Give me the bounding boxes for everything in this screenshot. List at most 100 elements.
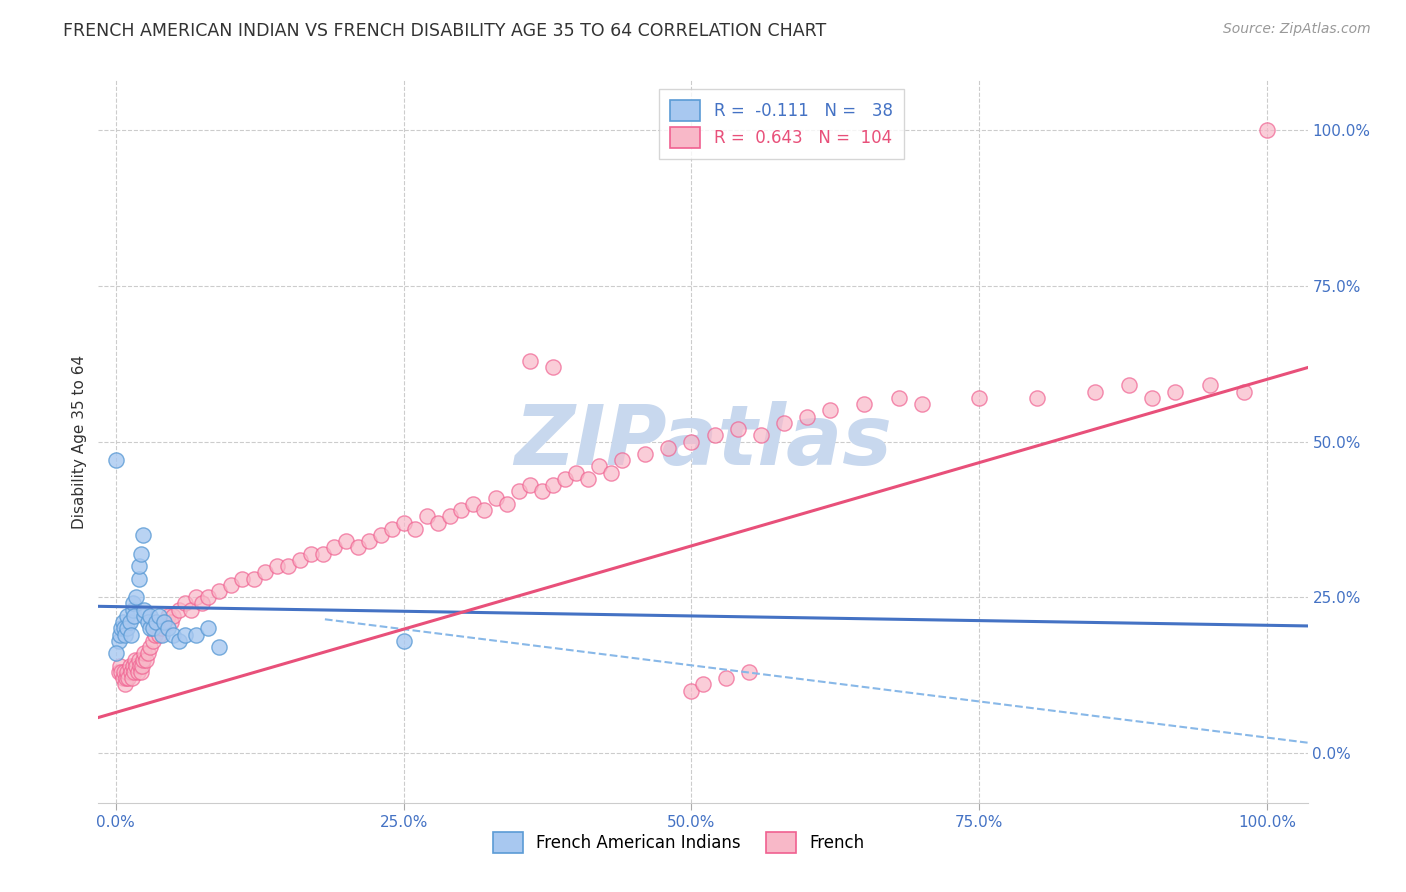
Point [1140,391,1163,405]
Point [110,621,132,635]
Point [162,627,184,641]
Point [219,578,242,592]
Point [197,621,219,635]
Point [122,658,145,673]
Point [818,403,841,417]
Point [450,503,472,517]
Point [125,591,148,605]
Point [1118,378,1140,392]
Point [148,627,170,641]
Point [1164,384,1187,399]
Point [122,597,145,611]
Point [496,497,519,511]
Point [323,541,346,555]
Point [796,409,818,424]
Point [127,665,149,679]
Point [129,547,152,561]
Point [139,609,162,624]
Point [370,528,392,542]
Point [122,665,145,679]
Point [141,621,163,635]
Point [167,603,190,617]
Point [150,621,173,635]
Point [128,559,150,574]
Point [153,615,176,630]
Point [104,646,127,660]
Point [136,646,159,660]
Point [112,665,135,679]
Point [131,658,153,673]
Point [485,491,508,505]
Point [392,633,415,648]
Point [167,633,190,648]
Point [439,509,461,524]
Point [565,466,588,480]
Point [180,603,202,617]
Point [111,671,134,685]
Point [404,522,426,536]
Point [692,677,714,691]
Point [134,646,156,660]
Point [141,633,163,648]
Point [139,621,162,635]
Point [612,453,634,467]
Y-axis label: Disability Age 35 to 64: Disability Age 35 to 64 [72,354,87,529]
Point [254,566,277,580]
Point [128,658,150,673]
Point [117,671,139,685]
Point [243,572,266,586]
Point [120,665,142,679]
Point [108,633,131,648]
Point [543,478,565,492]
Point [120,627,142,641]
Point [1083,384,1105,399]
Point [887,391,910,405]
Point [346,541,368,555]
Point [124,652,146,666]
Point [301,547,323,561]
Point [186,627,208,641]
Point [727,422,749,436]
Point [135,652,157,666]
Point [145,615,167,630]
Point [153,615,176,630]
Point [132,652,155,666]
Text: ZIPatlas: ZIPatlas [515,401,891,482]
Point [508,484,530,499]
Point [150,627,173,641]
Point [543,359,565,374]
Point [173,597,195,611]
Point [392,516,415,530]
Legend: French American Indians, French: French American Indians, French [486,826,872,860]
Point [288,553,311,567]
Point [122,603,145,617]
Point [143,627,166,641]
Text: FRENCH AMERICAN INDIAN VS FRENCH DISABILITY AGE 35 TO 64 CORRELATION CHART: FRENCH AMERICAN INDIAN VS FRENCH DISABIL… [63,22,827,40]
Point [357,534,380,549]
Point [160,615,183,630]
Point [108,665,131,679]
Point [156,609,179,624]
Point [231,572,253,586]
Point [634,447,657,461]
Point [335,534,357,549]
Point [1256,123,1278,137]
Point [118,615,141,630]
Point [197,591,219,605]
Point [104,453,127,467]
Point [110,627,132,641]
Point [749,428,772,442]
Point [115,671,138,685]
Point [381,522,404,536]
Point [657,441,679,455]
Point [118,658,141,673]
Point [588,459,610,474]
Point [146,621,169,635]
Point [114,627,136,641]
Point [599,466,621,480]
Point [1233,384,1256,399]
Point [121,671,143,685]
Point [738,665,761,679]
Point [1198,378,1220,392]
Point [136,615,159,630]
